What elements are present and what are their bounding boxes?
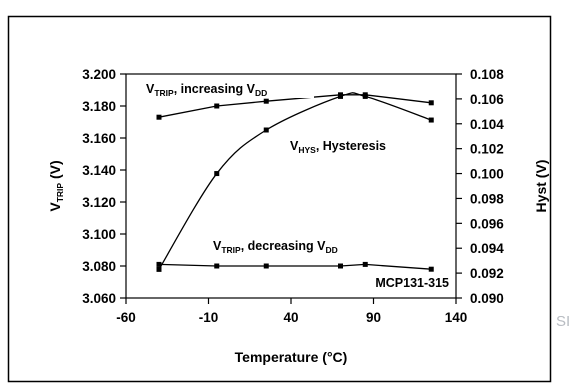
data-point-vtrip-decreasing [156,261,162,267]
label-vtrip-increasing: VTRIP, increasing VDD [146,82,267,98]
legend-increasing: VTRIP, increasing VDD [142,78,314,98]
left-y-tick-label: 3.120 [82,195,116,210]
data-point-vhys [214,171,220,177]
right-y-tick-label: 0.104 [470,117,504,132]
x-tick-label: 90 [366,310,381,325]
right-y-axis-label: Hyst (V) [533,160,549,213]
data-point-vtrip-decreasing [263,263,269,269]
x-axis: -60 -10 40 90 140 [116,298,467,325]
right-y-tick-label: 0.106 [470,92,504,107]
x-tick-label: -60 [116,310,136,325]
left-y-tick-label: 3.160 [82,131,116,146]
data-point-vtrip-decreasing [338,263,343,269]
left-y-label-rest: (V) [47,160,63,183]
left-y-label-main: V [47,202,63,212]
part-number-annotation: MCP131-315 [375,276,449,290]
data-point-vhys [156,266,162,272]
legend-decreasing-bg [208,235,404,255]
x-tick-label: 140 [445,310,468,325]
right-y-tick-label: 0.094 [470,241,504,256]
left-y-axis-label: VTRIP (V) [47,160,65,211]
data-point-vtrip-increasing [428,100,434,106]
legend-decreasing: VTRIP, decreasing VDD [208,235,404,255]
right-y-axis: 0.090 0.092 0.094 0.096 0.098 0.100 0.102 0.104… [456,67,504,306]
data-point-vtrip-decreasing [362,261,368,267]
label-vhys: VHYS, Hysteresis [290,139,386,155]
data-point-vhys [263,127,269,133]
right-y-tick-label: 0.100 [470,167,504,182]
series-line-vhys [158,92,432,270]
data-point-vtrip-decreasing [214,263,220,269]
series-group [156,92,434,272]
x-axis-label: Temperature (°C) [235,349,348,365]
left-y-tick-label: 3.080 [82,259,116,274]
left-y-axis: 3.060 3.080 3.100 3.120 3.140 3.160 3.180 3.200 [82,67,126,306]
x-tick-label: 40 [283,310,298,325]
left-y-label-sub: TRIP [55,183,65,203]
data-point-vtrip-increasing [214,103,220,109]
annotation-bg [356,273,452,291]
right-y-tick-label: 0.090 [470,291,504,306]
data-point-vhys [428,117,434,123]
annotation-part: MCP131-315 [356,273,452,291]
data-point-vtrip-increasing [263,98,269,104]
right-y-tick-label: 0.108 [470,67,504,82]
legend-hysteresis-bg [286,135,424,155]
right-y-tick-label: 0.102 [470,142,504,157]
legend-increasing-bg [142,78,314,98]
right-y-tick-label: 0.098 [470,191,504,206]
left-y-tick-label: 3.140 [82,163,116,178]
legend-hysteresis: VHYS, Hysteresis [286,135,424,155]
data-point-vhys [362,93,368,99]
data-point-vtrip-increasing [156,114,162,120]
label-vtrip-decreasing: VTRIP, decreasing VDD [213,239,338,255]
data-point-vhys [338,93,343,99]
right-y-tick-label: 0.092 [470,266,504,281]
left-y-tick-label: 3.100 [82,227,116,242]
left-y-tick-label: 3.060 [82,291,116,306]
right-y-tick-label: 0.096 [470,216,504,231]
data-point-vtrip-decreasing [428,266,434,272]
left-y-tick-label: 3.180 [82,99,116,114]
left-y-tick-label: 3.200 [82,67,116,82]
x-tick-label: -10 [199,310,219,325]
edge-watermark-text: SI [556,313,570,330]
series-line-vtrip-decreasing [158,263,432,270]
